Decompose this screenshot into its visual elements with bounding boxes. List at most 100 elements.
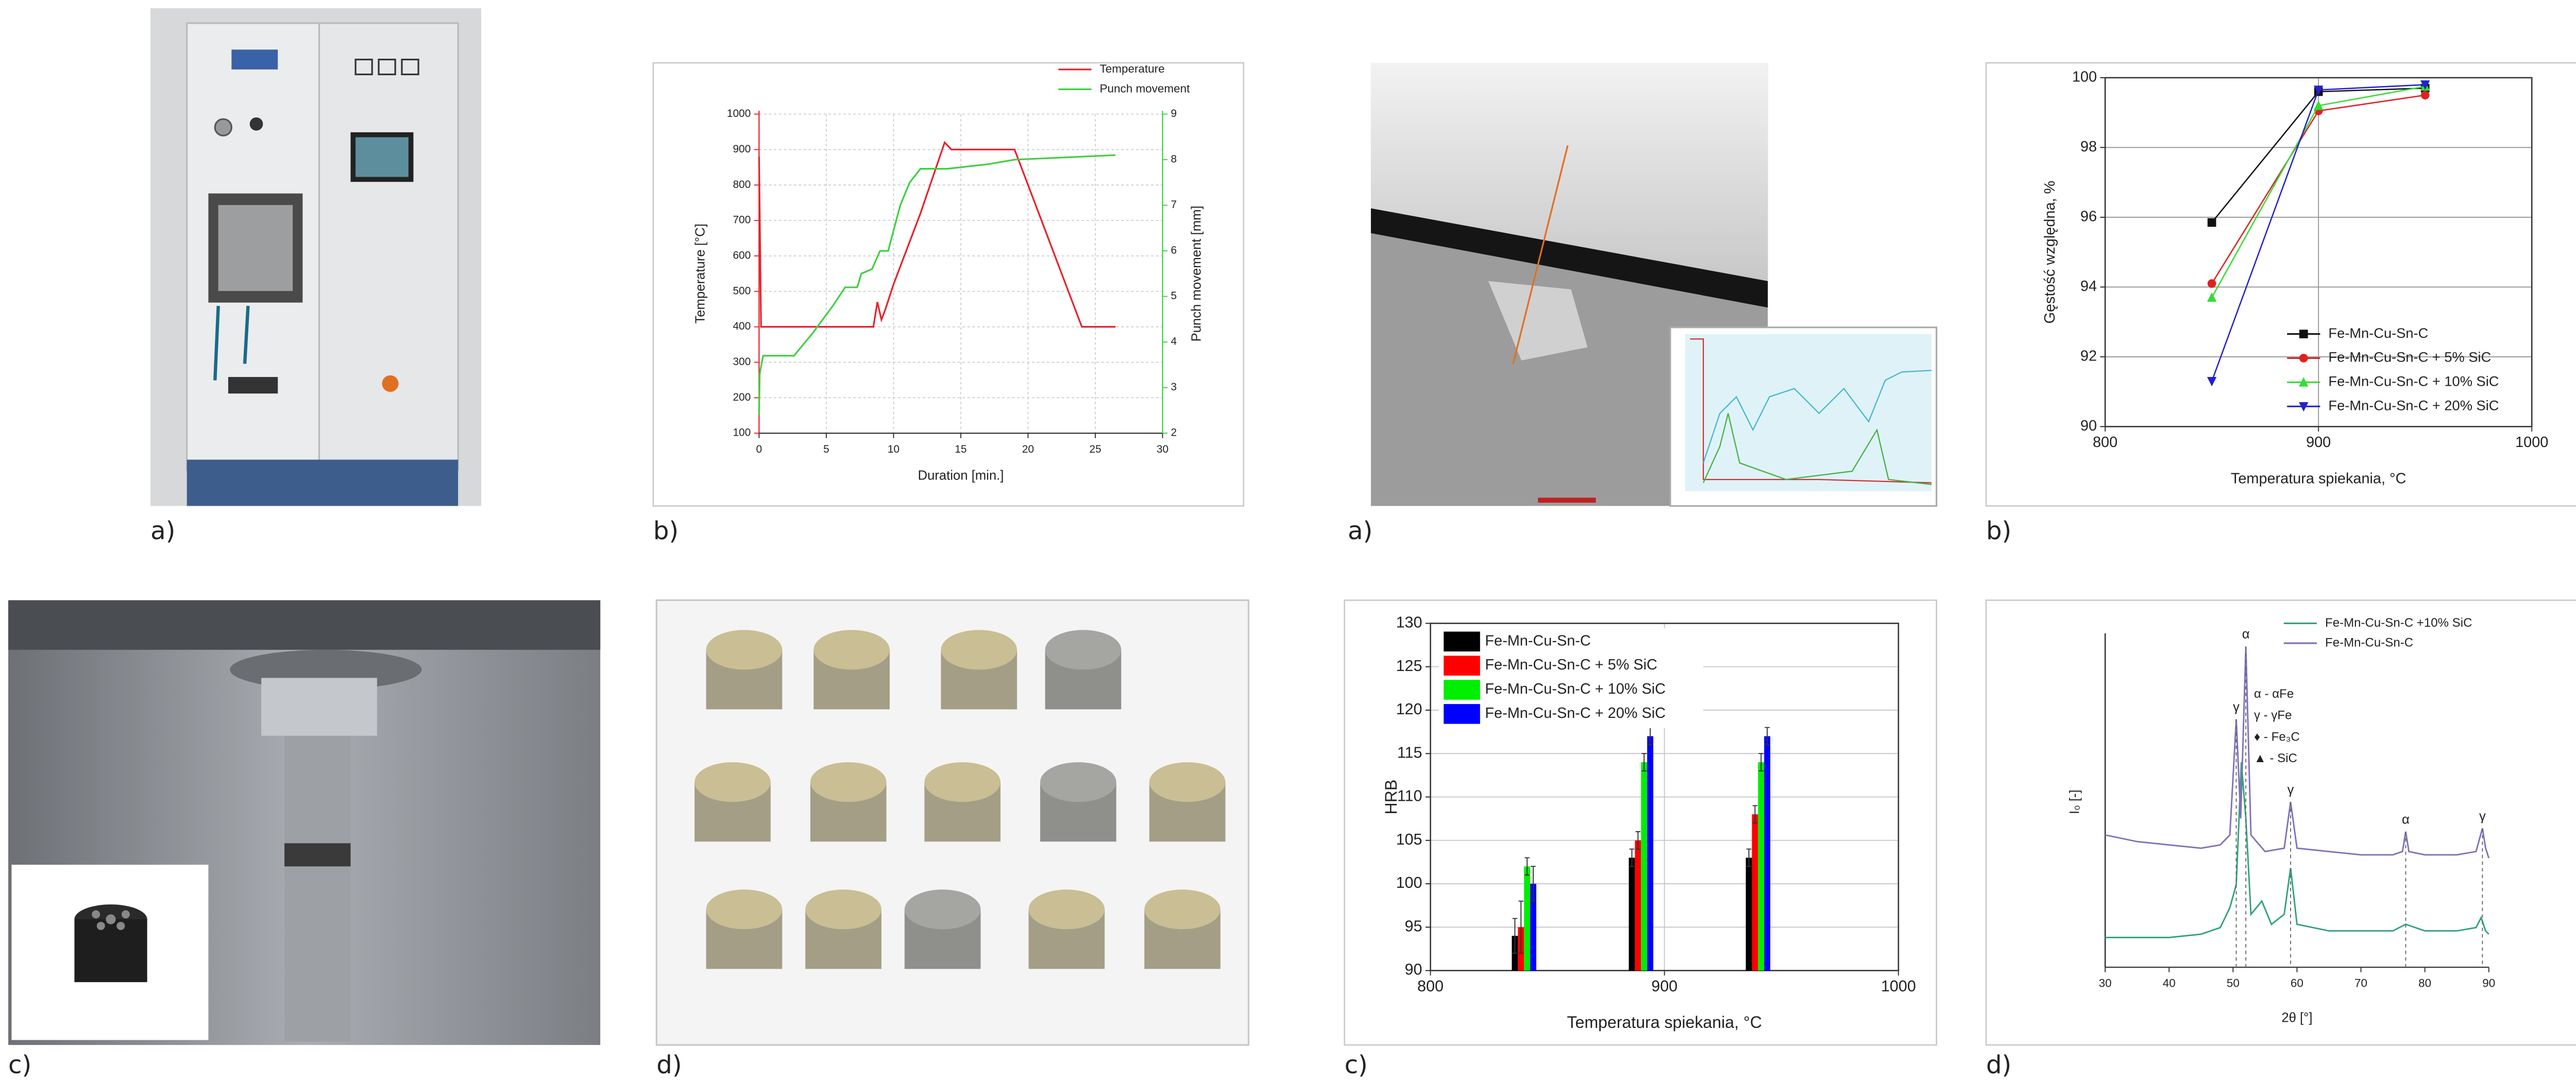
y-tick-label: 100 — [2072, 69, 2097, 85]
y2-tick-label: 7 — [1171, 199, 1177, 211]
photo-cabinet — [150, 8, 481, 506]
x-tick-label: 0 — [756, 443, 762, 455]
x-tick-label: 900 — [2306, 434, 2331, 451]
panel-label: a) — [1348, 517, 1372, 545]
annotation: γ - γFe — [2254, 709, 2292, 723]
panel-label: b) — [653, 517, 679, 545]
photo-press — [8, 600, 600, 1045]
legend-label: Fe-Mn-Cu-Sn-C + 20% SiC — [2328, 397, 2499, 413]
bar — [1647, 736, 1653, 971]
y-tick-label: 1000 — [727, 108, 751, 119]
y-tick-label: 90 — [1405, 961, 1422, 978]
peak-label: γ — [2479, 809, 2486, 823]
x-tick-label: 1000 — [2515, 434, 2548, 451]
legend-swatch — [1444, 680, 1480, 700]
panel-label: c) — [1345, 1051, 1368, 1079]
y-tick-label: 200 — [733, 391, 751, 403]
sample-top — [814, 630, 890, 669]
y-axis-label: Gęstość względna, % — [2042, 181, 2058, 324]
y-tick-label: 400 — [733, 320, 751, 332]
y-axis-label: I₀ [-] — [2067, 789, 2082, 814]
data-point — [2208, 218, 2216, 227]
y-tick-label: 95 — [1405, 917, 1422, 935]
y-tick-label: 92 — [2080, 348, 2097, 364]
x-tick-label: 40 — [2163, 976, 2176, 989]
x-tick-label: 70 — [2354, 976, 2367, 989]
x-tick-label: 50 — [2227, 976, 2240, 989]
x-tick-label: 80 — [2418, 976, 2431, 989]
legend-label: Fe-Mn-Cu-Sn-C — [2328, 325, 2428, 341]
legend-label: Fe-Mn-Cu-Sn-C + 10% SiC — [1485, 681, 1666, 697]
x-tick-label: 1000 — [1881, 977, 1916, 995]
sample-top — [1029, 889, 1105, 929]
y-tick-label: 115 — [1397, 744, 1422, 761]
annotation: ♦ - Fe₃C — [2254, 730, 2300, 744]
y-tick-label: 100 — [1396, 874, 1422, 891]
y-tick-label: 600 — [733, 249, 751, 261]
x-tick-label: 20 — [1022, 443, 1034, 455]
legend-label: Fe-Mn-Cu-Sn-C — [2325, 635, 2413, 649]
panel-label: a) — [150, 517, 175, 545]
legend-marker — [2299, 330, 2308, 338]
y2-tick-label: 2 — [1171, 427, 1177, 439]
x-tick-label: 5 — [823, 443, 829, 455]
x-tick-label: 90 — [2482, 976, 2495, 989]
y2-tick-label: 6 — [1171, 245, 1177, 256]
legend-label: Fe-Mn-Cu-Sn-C + 5% SiC — [1485, 657, 1657, 673]
y-tick-label: 500 — [733, 285, 751, 297]
y2-axis-label: Punch movement [mm] — [1190, 205, 1204, 341]
y-tick-label: 300 — [733, 356, 751, 368]
data-point — [2208, 279, 2216, 288]
x-axis-label: Temperatura spiekania, °C — [1567, 1013, 1761, 1032]
legend-swatch — [1444, 631, 1480, 651]
sample-top — [905, 889, 981, 929]
annotation: ▲ - SiC — [2254, 751, 2297, 765]
x-tick-label: 15 — [955, 443, 967, 455]
x-tick-label: 30 — [2099, 976, 2112, 989]
y-tick-label: 800 — [733, 179, 751, 191]
figure: a)b)a)b)c)d)c)d)051015202530100200300400… — [0, 0, 2576, 1083]
photo-sem — [1371, 63, 1937, 506]
sample-top — [706, 889, 783, 929]
bar — [1635, 840, 1641, 971]
y-axis-label: HRB — [1382, 780, 1400, 815]
y-axis-label: Temperature [°C] — [693, 224, 708, 323]
y-tick-label: 94 — [2080, 278, 2097, 295]
legend-label: Fe-Mn-Cu-Sn-C + 10% SiC — [2328, 373, 2499, 389]
legend-marker — [2299, 354, 2308, 363]
sample-top — [706, 630, 783, 669]
bar — [1752, 814, 1758, 970]
x-tick-label: 10 — [888, 443, 900, 455]
bar — [1764, 736, 1770, 971]
bar — [1629, 858, 1635, 971]
bar — [1758, 762, 1764, 971]
sample-top — [810, 762, 887, 802]
sample-top — [805, 889, 882, 929]
sample-top — [1040, 762, 1116, 802]
sample-top — [1149, 762, 1226, 802]
x-tick-label: 800 — [2093, 434, 2117, 451]
chart-frame — [653, 63, 1244, 506]
x-tick-label: 900 — [1651, 977, 1677, 995]
photo-samples — [656, 600, 1248, 1045]
x-tick-label: 30 — [1157, 443, 1168, 455]
legend-swatch — [1444, 656, 1480, 676]
y-tick-label: 120 — [1396, 700, 1422, 718]
y-tick-label: 100 — [733, 427, 751, 439]
peak-label: γ — [2233, 700, 2240, 714]
bar — [1746, 858, 1752, 971]
legend-label: Fe-Mn-Cu-Sn-C + 5% SiC — [2328, 349, 2491, 365]
sample-top — [1045, 630, 1122, 669]
x-axis-label: 2θ [°] — [2281, 1011, 2312, 1025]
legend-label: Punch movement — [1100, 82, 1191, 95]
y-tick-label: 130 — [1396, 613, 1422, 631]
x-tick-label: 800 — [1417, 977, 1444, 995]
panel-label: b) — [1986, 517, 2011, 545]
x-axis-label: Duration [min.] — [918, 468, 1004, 483]
panel-label: d) — [1986, 1051, 2011, 1079]
sample-top — [924, 762, 1001, 802]
y-tick-label: 900 — [733, 143, 751, 155]
peak-label: α — [2402, 812, 2410, 827]
legend-label: Fe-Mn-Cu-Sn-C — [1485, 632, 1590, 649]
legend-label: Temperature — [1100, 62, 1165, 75]
